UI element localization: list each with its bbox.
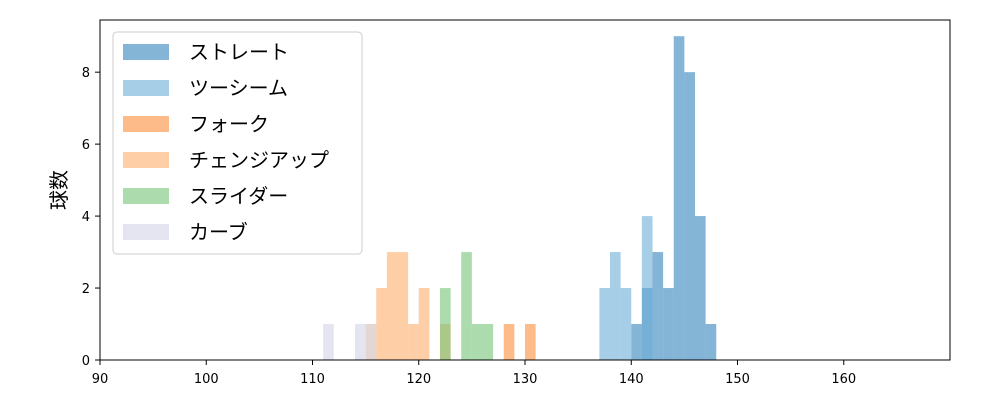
y-tick-label: 8 — [82, 66, 90, 81]
bar-0-7 — [705, 324, 717, 360]
bar-4-1 — [461, 252, 472, 360]
bar-5-2 — [365, 324, 377, 360]
bar-1-2 — [620, 288, 632, 360]
bar-0-6 — [695, 216, 706, 360]
x-tick-label: 120 — [406, 372, 431, 387]
bar-0-0 — [631, 324, 642, 360]
legend-label: ツーシーム — [189, 76, 288, 100]
x-tick-label: 100 — [194, 372, 219, 387]
legend-label: スライダー — [189, 184, 288, 208]
bar-3-2 — [386, 252, 398, 360]
y-axis-label: 球数 — [47, 170, 71, 210]
y-tick-label: 2 — [82, 282, 90, 297]
legend-swatch — [123, 116, 169, 132]
x-tick-label: 160 — [831, 372, 856, 387]
legend-box — [112, 31, 363, 255]
bar-0-2 — [652, 252, 664, 360]
bar-5-0 — [323, 324, 334, 360]
y-axis: 0 2 4 6 8 — [82, 66, 100, 369]
legend-label: カーブ — [189, 220, 248, 244]
bar-1-3 — [641, 216, 653, 360]
y-tick-label: 4 — [82, 210, 90, 225]
x-tick-label: 110 — [300, 372, 325, 387]
bars-layer — [323, 36, 717, 360]
bar-2-1 — [525, 324, 536, 360]
bar-1-1 — [610, 252, 621, 360]
legend-label: チェンジアップ — [189, 148, 329, 172]
bar-1-0 — [599, 288, 610, 360]
legend-swatch — [123, 224, 169, 240]
bar-4-0 — [440, 288, 451, 360]
legend-label: フォーク — [189, 112, 269, 136]
x-axis: 90 100 110 120 130 140 150 160 — [92, 360, 856, 387]
legend-label: ストレート — [189, 40, 289, 64]
bar-0-5 — [684, 72, 695, 360]
bar-3-5 — [418, 288, 430, 360]
legend-swatch — [123, 152, 169, 168]
bar-0-3 — [663, 288, 674, 360]
legend-swatch — [123, 80, 169, 96]
legend-swatch — [123, 44, 169, 60]
bar-3-3 — [397, 252, 409, 360]
bar-0-4 — [673, 36, 685, 360]
y-tick-label: 0 — [82, 354, 90, 369]
legend-swatch — [123, 188, 169, 204]
x-tick-label: 90 — [92, 372, 109, 387]
bar-3-4 — [408, 324, 419, 360]
bar-4-3 — [482, 324, 494, 360]
bar-2-0 — [503, 324, 515, 360]
y-tick-label: 6 — [82, 138, 90, 153]
x-tick-label: 150 — [725, 372, 750, 387]
bar-5-1 — [355, 324, 366, 360]
bar-4-2 — [471, 324, 483, 360]
x-tick-label: 140 — [619, 372, 644, 387]
bar-3-1 — [376, 288, 387, 360]
x-tick-label: 130 — [513, 372, 538, 387]
